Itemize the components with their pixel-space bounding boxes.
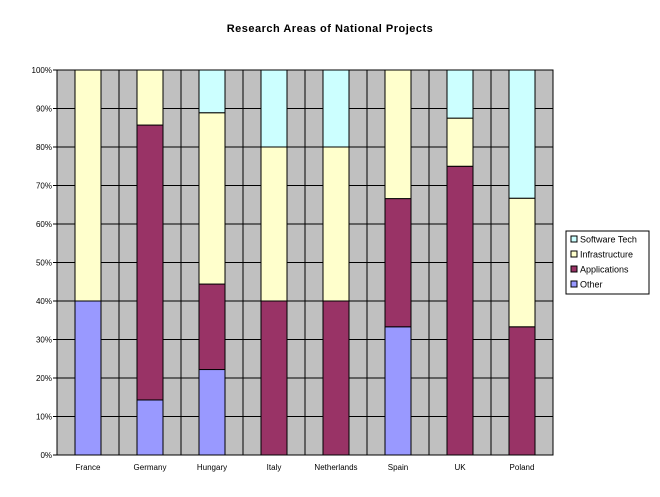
bar-infrastructure xyxy=(198,112,226,285)
y-tick-label: 100% xyxy=(32,66,52,75)
legend-swatch-infrastructure xyxy=(570,250,578,258)
bar-infrastructure xyxy=(136,69,164,126)
y-tick-label: 90% xyxy=(36,105,52,114)
x-tick-label: Poland xyxy=(510,463,535,472)
bar-infrastructure xyxy=(74,69,102,302)
legend-swatch-other xyxy=(570,280,578,288)
y-tick-label: 40% xyxy=(36,297,52,306)
bar-other xyxy=(384,326,412,456)
y-tick-label: 30% xyxy=(36,336,52,345)
bar-infrastructure xyxy=(446,117,474,167)
legend-box xyxy=(565,230,650,295)
x-tick-label: Hungary xyxy=(197,463,227,472)
bar-software-tech xyxy=(508,69,536,199)
x-tick-label: Spain xyxy=(388,463,408,472)
y-tick-label: 0% xyxy=(40,451,52,460)
bar-other xyxy=(198,369,226,456)
legend: Software Tech Infrastructure Applications O… xyxy=(565,230,650,295)
y-axis: 0% 10% 20% 30% 40% 50% 60% 70% 80% 90% 100% xyxy=(32,66,57,460)
bar-software-tech xyxy=(322,69,350,148)
x-tick-label: Germany xyxy=(134,463,167,472)
bars xyxy=(74,69,536,456)
legend-label-other: Other xyxy=(580,280,603,290)
y-tick-label: 10% xyxy=(36,413,52,422)
x-tick-label: France xyxy=(76,463,101,472)
legend-label-infrastructure: Infrastructure xyxy=(580,250,633,260)
legend-swatch-applications xyxy=(570,265,578,273)
y-tick-label: 80% xyxy=(36,143,52,152)
bar-software-tech xyxy=(260,69,288,148)
bar-infrastructure xyxy=(384,69,412,200)
chart-title: Research Areas of National Projects xyxy=(227,23,434,35)
y-tick-label: 70% xyxy=(36,182,52,191)
bar-other xyxy=(136,399,164,456)
bar-applications xyxy=(260,300,288,456)
bar-infrastructure xyxy=(508,197,536,328)
bar-applications xyxy=(198,283,226,371)
y-tick-label: 50% xyxy=(36,259,52,268)
bar-software-tech xyxy=(446,69,474,119)
bar-applications xyxy=(508,326,536,456)
bar-applications xyxy=(446,165,474,456)
y-tick-label: 20% xyxy=(36,374,52,383)
bar-software-tech xyxy=(198,69,226,114)
bar-other xyxy=(74,300,102,456)
x-tick-label: Italy xyxy=(267,463,282,472)
x-tick-label: Netherlands xyxy=(314,463,357,472)
bar-applications xyxy=(136,124,164,401)
x-tick-label: UK xyxy=(454,463,466,472)
bar-applications xyxy=(384,198,412,328)
bar-applications xyxy=(322,300,350,456)
x-axis: France Germany Hungary Italy Netherlands Spai… xyxy=(76,463,535,472)
legend-swatch-software-tech xyxy=(570,235,578,243)
legend-label-applications: Applications xyxy=(580,265,629,275)
legend-label-software-tech: Software Tech xyxy=(580,235,637,245)
y-tick-label: 60% xyxy=(36,220,52,229)
bar-infrastructure xyxy=(260,146,288,302)
bar-infrastructure xyxy=(322,146,350,302)
